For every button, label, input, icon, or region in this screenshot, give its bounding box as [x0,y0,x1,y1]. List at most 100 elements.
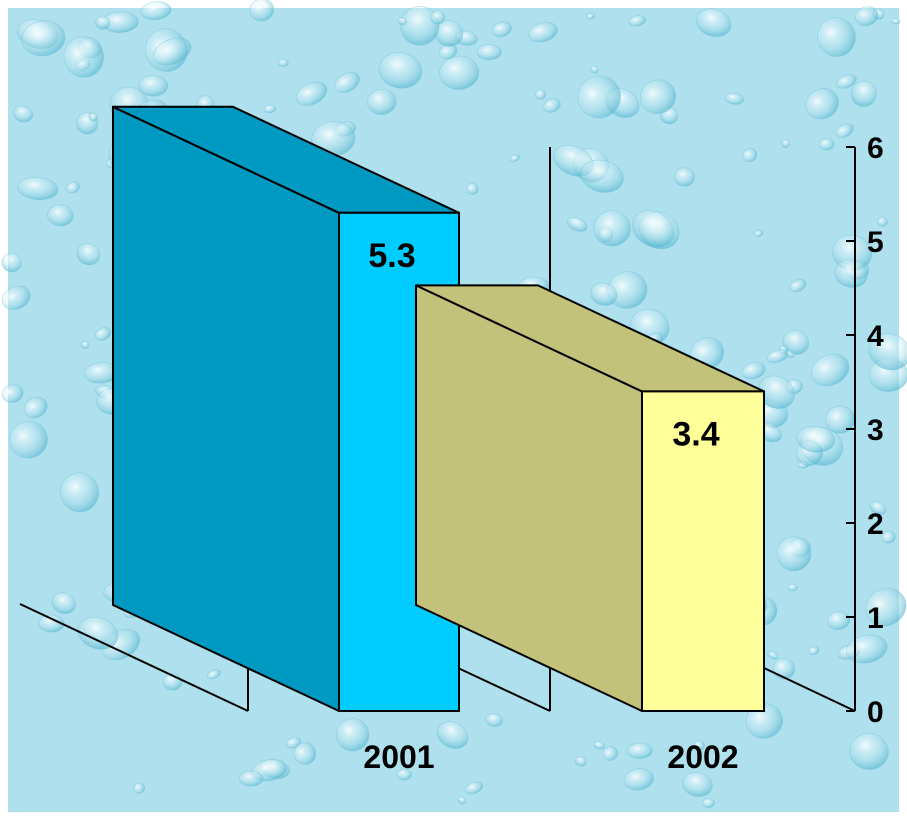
floor-edge-right [763,667,856,712]
water-drop [439,55,480,90]
water-drop [673,167,695,187]
water-drop [88,112,98,122]
water-drop [724,92,744,105]
water-drop [95,327,111,341]
water-drop [628,15,646,27]
water-drop [766,348,789,364]
water-drop [836,74,857,89]
water-drop [278,58,289,67]
y-tick-label: 2 [867,508,884,541]
water-drop [491,21,512,38]
water-drop [1,384,24,403]
bar-front-face [641,390,765,712]
water-drop [51,592,76,614]
y-tick-label: 1 [867,602,884,635]
water-drop [367,89,397,115]
water-drop [476,44,502,61]
water-drop [817,17,856,57]
y-tick-label: 0 [867,696,884,729]
water-drop [854,6,879,27]
water-drop [152,37,192,66]
water-drop [1,252,22,273]
water-drop [66,181,80,194]
data-label: 5.3 [368,237,415,275]
water-drop [585,13,596,20]
water-drop [877,216,888,227]
water-drop [335,718,370,752]
water-drop [808,646,820,656]
water-drop [535,89,546,100]
floor-edge-middle [457,667,551,712]
water-drop [626,742,653,759]
y-tick-label: 6 [867,132,884,165]
water-drop [702,797,715,809]
water-drop [378,52,423,89]
water-drop [865,587,907,627]
water-drop [593,210,631,247]
water-drop [891,18,901,25]
water-drop [293,742,317,765]
water-drop [623,768,654,791]
water-drop [693,740,705,752]
water-drop [9,420,48,459]
x-category-label: 2001 [363,739,434,775]
bar-2002: 3.4 [415,284,765,712]
water-drop [868,333,907,371]
water-drop [789,278,807,293]
water-drop [632,210,675,248]
water-drop [741,361,766,380]
water-drop [742,148,758,163]
water-drop [881,530,896,544]
water-drop [138,75,169,97]
floor-edge-left [19,603,249,712]
water-drop [47,204,74,227]
water-drop [295,81,328,106]
water-drop [63,36,104,78]
water-drop [80,340,90,349]
bars-group: 5.3 3.4 [112,105,765,713]
y-axis: 0 1 2 3 4 5 6 [846,132,884,729]
water-drop [810,353,850,387]
water-drop [850,80,877,107]
water-drop [464,781,484,795]
water-drop [849,733,889,770]
water-drop [577,75,621,119]
water-drop [593,740,605,750]
water-drop [695,8,732,37]
bar-2001: 5.3 [112,105,460,713]
water-drop [12,105,34,123]
water-drop [602,746,618,761]
water-drop [590,282,618,306]
water-drop [436,721,469,749]
water-drop [566,217,588,232]
water-drop [580,159,624,193]
water-drop [772,658,796,680]
water-drop [754,229,764,237]
water-drop [466,182,479,195]
water-drop [682,772,713,797]
water-drop [263,104,277,114]
water-drop [767,651,779,660]
water-drop [207,669,221,680]
water-drop [238,770,264,787]
water-drop [776,536,812,572]
water-drop [590,65,599,74]
x-axis: 2001 2002 [363,739,738,775]
water-drop [334,71,360,93]
water-drop [796,425,836,453]
y-tick-label: 4 [867,320,884,353]
water-drop [140,1,172,21]
water-drop [639,79,677,115]
x-category-label: 2002 [667,739,738,775]
water-drop [76,243,101,266]
water-drop [1,285,31,310]
water-drop [397,17,408,26]
water-drop [17,176,59,201]
water-drop [781,139,790,148]
water-drop [574,756,587,767]
water-drop [805,88,839,120]
water-drop [485,713,503,727]
water-drop [95,15,111,30]
water-drop [869,501,887,515]
